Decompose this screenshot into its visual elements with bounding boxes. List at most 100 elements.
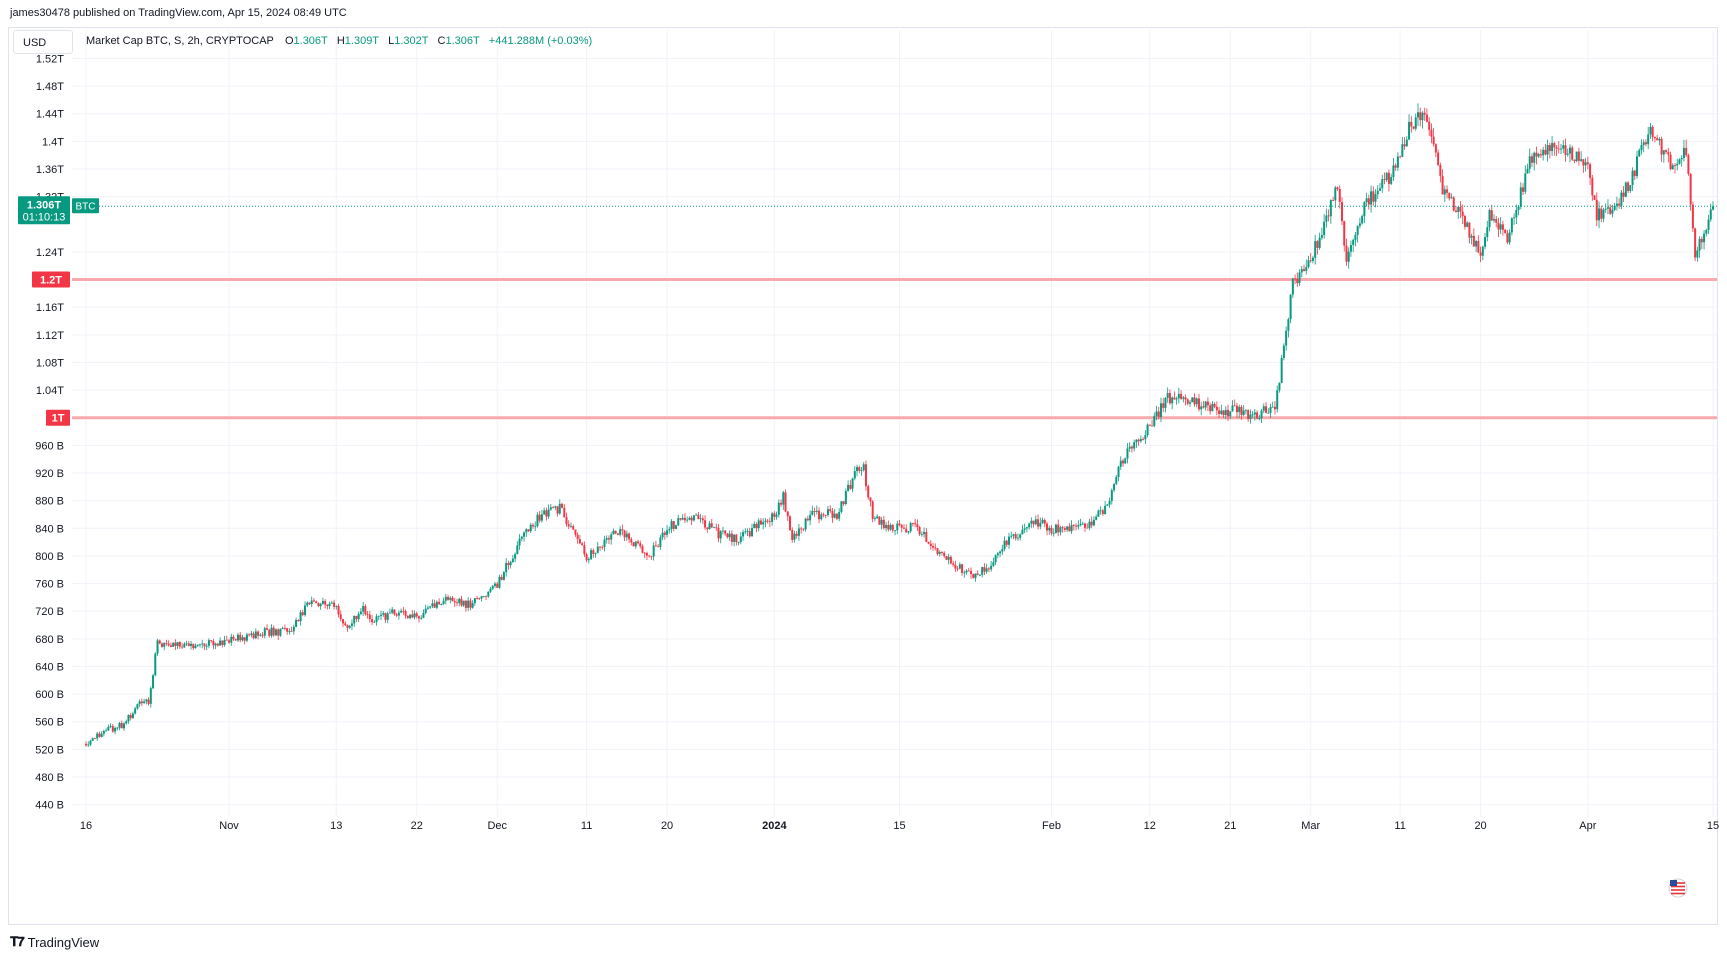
candle-body (958, 564, 961, 569)
candle-body (1159, 403, 1162, 418)
candle-body (1251, 414, 1254, 416)
candle-body (326, 604, 329, 607)
candle-body (1280, 357, 1283, 383)
support-line-tag (32, 271, 70, 288)
x-tick-label: 20 (661, 820, 673, 832)
candle-body (366, 614, 369, 616)
candle-body (1077, 525, 1080, 527)
candle-body (1227, 409, 1230, 417)
candle-body (380, 614, 383, 616)
candle-body (1432, 136, 1435, 145)
candle-body (1282, 345, 1285, 358)
candle-body (1016, 537, 1019, 539)
candle-body (1101, 510, 1104, 514)
candle-body (335, 606, 338, 607)
candle-body (775, 514, 778, 517)
candle-body (750, 528, 753, 537)
candle-body (755, 523, 758, 529)
candle-body (1048, 527, 1051, 531)
candle-body (1356, 226, 1359, 235)
candle-body (1010, 535, 1013, 537)
candle-body (1323, 221, 1326, 236)
candle-body (695, 514, 698, 516)
candle-body (1057, 524, 1060, 533)
candle-body (1244, 410, 1247, 412)
candle-body (762, 521, 765, 525)
candle-body (440, 604, 443, 605)
candle-body (301, 612, 304, 615)
currency-badge[interactable]: USD (13, 30, 73, 54)
candle-body (111, 726, 114, 732)
candle-body (350, 623, 353, 626)
candle-body (125, 721, 128, 724)
candle-body (1640, 144, 1643, 151)
candle-body (1477, 240, 1480, 253)
candle-body (178, 642, 181, 647)
candle-body (885, 524, 888, 529)
candle-body (1030, 520, 1033, 524)
candle-body (1573, 159, 1576, 161)
candle-body (406, 615, 409, 619)
candle-body (1439, 165, 1442, 176)
candle-body (131, 713, 134, 719)
legend-low: 1.302T (394, 35, 429, 47)
candle-body (1262, 406, 1265, 411)
candle-body (1631, 170, 1634, 186)
candle-body (820, 514, 823, 520)
candle-body (632, 542, 635, 547)
candle-body (259, 634, 262, 636)
candle-body (205, 645, 208, 647)
candle-body (109, 726, 112, 727)
candle-body (1399, 156, 1402, 158)
candle-body (1486, 227, 1489, 238)
candle-body (578, 539, 581, 544)
y-tick-label: 1.16T (36, 302, 64, 314)
y-tick-label: 1.44T (36, 109, 64, 121)
candle-body (368, 614, 371, 620)
y-tick-label: 760 B (35, 579, 64, 591)
candle-body (717, 527, 720, 539)
candle-body (1434, 144, 1437, 153)
candle-body (1524, 173, 1527, 192)
last-price-label: 1.306T (27, 199, 62, 211)
candle-body (679, 518, 682, 520)
candle-body (949, 556, 952, 564)
candle-body (1629, 185, 1632, 191)
candle-body (257, 631, 260, 636)
candle-body (844, 491, 847, 505)
candle-body (596, 546, 599, 553)
x-tick-label: 13 (330, 820, 342, 832)
y-tick-label: 480 B (35, 772, 64, 784)
candle-body (395, 614, 398, 616)
candle-body (773, 513, 776, 517)
candle-body (1466, 222, 1469, 227)
candle-body (1054, 524, 1057, 533)
candle-body (668, 529, 671, 531)
candle-body (223, 639, 226, 646)
candle-body (1408, 121, 1411, 140)
candle-body (290, 631, 293, 632)
candle-body (194, 645, 197, 649)
candle-body (1522, 187, 1525, 192)
candle-body (1095, 516, 1098, 520)
candle-body (1164, 397, 1167, 408)
candle-body (1300, 269, 1303, 273)
candle-body (185, 643, 188, 645)
candle-body (1636, 156, 1639, 177)
candle-body (1584, 162, 1587, 166)
tradingview-brand[interactable]: 𝐓𝟕 TradingView (10, 934, 99, 950)
candle-body (252, 633, 255, 639)
candle-body (605, 538, 608, 540)
candle-body (862, 464, 865, 471)
candle-body (1510, 218, 1513, 233)
candle-body (558, 503, 561, 514)
candle-body (196, 644, 199, 646)
candle-body (451, 597, 454, 602)
candle-body (192, 643, 195, 649)
candle-body (1463, 215, 1466, 227)
candle-body (1665, 150, 1668, 153)
candle-body (1696, 250, 1699, 258)
candle-body (183, 643, 186, 648)
us-flag-icon (1668, 878, 1688, 898)
